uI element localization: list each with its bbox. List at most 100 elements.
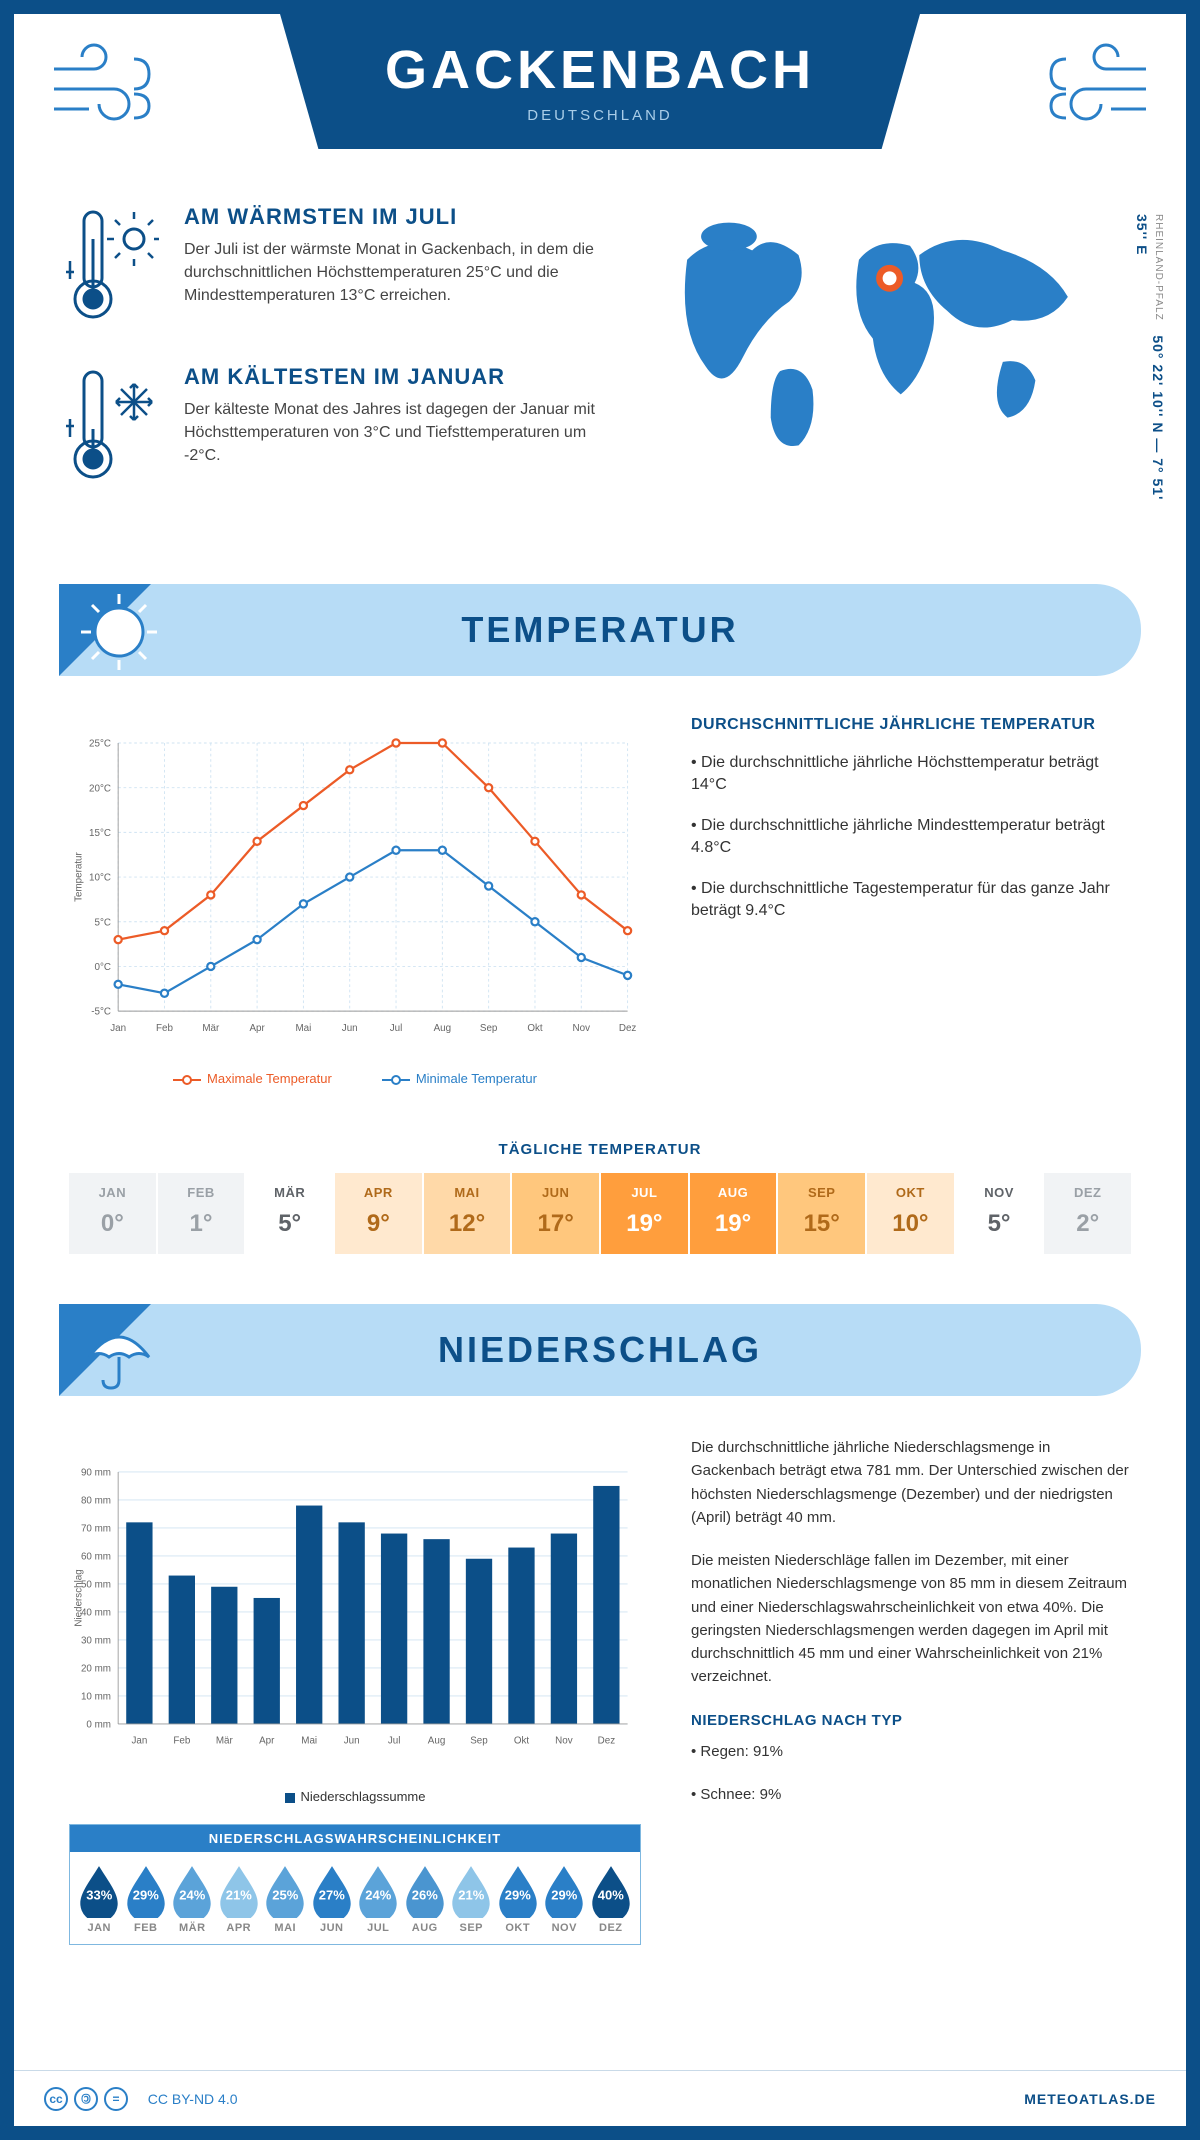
raindrop-icon: 29% bbox=[497, 1864, 539, 1918]
precip-paragraph: Die meisten Niederschläge fallen im Deze… bbox=[691, 1549, 1131, 1689]
svg-text:20 mm: 20 mm bbox=[81, 1664, 111, 1675]
daily-temp-strip: JAN0° FEB1° MÄR5° APR9° MAI12° JUN17° JU… bbox=[69, 1173, 1131, 1254]
prob-cell: 29% OKT bbox=[495, 1864, 542, 1934]
svg-text:Niederschlag: Niederschlag bbox=[74, 1569, 85, 1626]
coordinates: RHEINLAND-PFALZ 50° 22' 10'' N — 7° 51' … bbox=[1134, 214, 1166, 524]
section-header-temperatur: TEMPERATUR bbox=[59, 584, 1141, 676]
svg-text:Sep: Sep bbox=[480, 1023, 498, 1034]
temp-bullet: • Die durchschnittliche jährliche Höchst… bbox=[691, 752, 1131, 797]
precip-type-title: NIEDERSCHLAG NACH TYP bbox=[691, 1709, 1131, 1732]
svg-text:Okt: Okt bbox=[514, 1736, 530, 1747]
section-title: TEMPERATUR bbox=[461, 609, 738, 651]
legend-precip: Niederschlagssumme bbox=[301, 1789, 426, 1804]
svg-text:Dez: Dez bbox=[619, 1023, 637, 1034]
svg-text:0 mm: 0 mm bbox=[86, 1720, 111, 1731]
prob-cell: 29% NOV bbox=[541, 1864, 588, 1934]
temperature-line-chart: -5°C0°C5°C10°C15°C20°C25°CJanFebMärAprMa… bbox=[69, 716, 641, 1086]
raindrop-icon: 27% bbox=[311, 1864, 353, 1918]
svg-text:50 mm: 50 mm bbox=[81, 1580, 111, 1591]
site-name: METEOATLAS.DE bbox=[1024, 2091, 1156, 2107]
svg-text:Feb: Feb bbox=[173, 1736, 190, 1747]
header: GACKENBACH DEUTSCHLAND bbox=[14, 14, 1186, 174]
svg-text:Dez: Dez bbox=[598, 1736, 616, 1747]
svg-text:70 mm: 70 mm bbox=[81, 1524, 111, 1535]
nd-icon: = bbox=[104, 2087, 128, 2111]
fact-text: Der Juli ist der wärmste Monat in Gacken… bbox=[184, 238, 598, 308]
daily-temp-cell: NOV5° bbox=[956, 1173, 1045, 1254]
svg-text:Okt: Okt bbox=[527, 1023, 543, 1034]
daily-temp-cell: JUL19° bbox=[601, 1173, 690, 1254]
svg-text:Sep: Sep bbox=[470, 1736, 488, 1747]
title-banner: GACKENBACH DEUTSCHLAND bbox=[280, 14, 920, 149]
svg-text:0°C: 0°C bbox=[95, 962, 111, 973]
city-title: GACKENBACH bbox=[280, 39, 920, 101]
daily-temp-cell: SEP15° bbox=[778, 1173, 867, 1254]
warmest-fact: AM WÄRMSTEN IM JULI Der Juli ist der wär… bbox=[64, 204, 598, 329]
prob-cell: 40% DEZ bbox=[588, 1864, 635, 1934]
svg-text:Apr: Apr bbox=[249, 1023, 265, 1034]
svg-text:80 mm: 80 mm bbox=[81, 1496, 111, 1507]
infographic-frame: GACKENBACH DEUTSCHLAND bbox=[0, 0, 1200, 2140]
prob-cell: 24% JUL bbox=[355, 1864, 402, 1934]
daily-temp-cell: OKT10° bbox=[867, 1173, 956, 1254]
svg-text:Jan: Jan bbox=[110, 1023, 126, 1034]
svg-text:Feb: Feb bbox=[156, 1023, 173, 1034]
by-icon: 🄯 bbox=[74, 2087, 98, 2111]
cc-icon: cc bbox=[44, 2087, 68, 2111]
svg-text:Jul: Jul bbox=[390, 1023, 403, 1034]
footer: cc 🄯 = CC BY-ND 4.0 METEOATLAS.DE bbox=[14, 2070, 1186, 2126]
svg-text:Mai: Mai bbox=[295, 1023, 311, 1034]
precipitation-probability-box: NIEDERSCHLAGSWAHRSCHEINLICHKEIT 33% JAN … bbox=[69, 1824, 641, 1945]
thermometer-cold-icon bbox=[64, 364, 159, 489]
legend-min: Minimale Temperatur bbox=[416, 1071, 537, 1086]
svg-text:30 mm: 30 mm bbox=[81, 1636, 111, 1647]
section-header-niederschlag: NIEDERSCHLAG bbox=[59, 1304, 1141, 1396]
fact-title: AM WÄRMSTEN IM JULI bbox=[184, 204, 598, 230]
wind-icon bbox=[1031, 39, 1151, 134]
prob-title: NIEDERSCHLAGSWAHRSCHEINLICHKEIT bbox=[70, 1825, 640, 1852]
prob-cell: 26% AUG bbox=[402, 1864, 449, 1934]
umbrella-icon bbox=[79, 1312, 159, 1397]
temp-bullet: • Die durchschnittliche jährliche Mindes… bbox=[691, 815, 1131, 860]
raindrop-icon: 24% bbox=[171, 1864, 213, 1918]
coldest-fact: AM KÄLTESTEN IM JANUAR Der kälteste Mona… bbox=[64, 364, 598, 489]
intro-section: AM WÄRMSTEN IM JULI Der Juli ist der wär… bbox=[14, 174, 1186, 564]
daily-temp-cell: MÄR5° bbox=[246, 1173, 335, 1254]
daily-temp-title: TÄGLICHE TEMPERATUR bbox=[14, 1141, 1186, 1158]
svg-text:Temperatur: Temperatur bbox=[74, 851, 85, 901]
svg-text:5°C: 5°C bbox=[95, 917, 111, 928]
temp-summary-title: DURCHSCHNITTLICHE JÄHRLICHE TEMPERATUR bbox=[691, 716, 1131, 734]
svg-text:Jun: Jun bbox=[342, 1023, 358, 1034]
svg-text:Jul: Jul bbox=[388, 1736, 401, 1747]
legend-max: Maximale Temperatur bbox=[207, 1071, 332, 1086]
prob-cell: 27% JUN bbox=[309, 1864, 356, 1934]
svg-text:Jan: Jan bbox=[131, 1736, 147, 1747]
svg-text:Jun: Jun bbox=[344, 1736, 360, 1747]
raindrop-icon: 29% bbox=[125, 1864, 167, 1918]
prob-cell: 33% JAN bbox=[76, 1864, 123, 1934]
country-subtitle: DEUTSCHLAND bbox=[280, 107, 920, 124]
svg-text:Aug: Aug bbox=[434, 1023, 452, 1034]
raindrop-icon: 40% bbox=[590, 1864, 632, 1918]
daily-temp-cell: FEB1° bbox=[158, 1173, 247, 1254]
daily-temp-cell: AUG19° bbox=[690, 1173, 779, 1254]
svg-text:25°C: 25°C bbox=[89, 739, 111, 750]
fact-text: Der kälteste Monat des Jahres ist dagege… bbox=[184, 398, 598, 468]
svg-text:Mär: Mär bbox=[216, 1736, 234, 1747]
svg-text:40 mm: 40 mm bbox=[81, 1608, 111, 1619]
raindrop-icon: 21% bbox=[218, 1864, 260, 1918]
precip-paragraph: Die durchschnittliche jährliche Niedersc… bbox=[691, 1436, 1131, 1529]
world-map-icon bbox=[628, 204, 1136, 464]
license-text: CC BY-ND 4.0 bbox=[148, 2091, 238, 2107]
raindrop-icon: 21% bbox=[450, 1864, 492, 1918]
prob-cell: 21% APR bbox=[216, 1864, 263, 1934]
svg-text:Mär: Mär bbox=[202, 1023, 220, 1034]
daily-temp-cell: JUN17° bbox=[512, 1173, 601, 1254]
daily-temp-cell: MAI12° bbox=[424, 1173, 513, 1254]
sun-icon bbox=[79, 592, 159, 677]
raindrop-icon: 33% bbox=[78, 1864, 120, 1918]
svg-text:-5°C: -5°C bbox=[91, 1007, 111, 1018]
daily-temp-cell: JAN0° bbox=[69, 1173, 158, 1254]
license-block: cc 🄯 = CC BY-ND 4.0 bbox=[44, 2087, 238, 2111]
precipitation-bar-chart: 0 mm10 mm20 mm30 mm40 mm50 mm60 mm70 mm8… bbox=[69, 1436, 641, 1945]
